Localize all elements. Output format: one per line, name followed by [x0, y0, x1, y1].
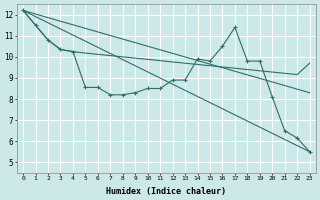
X-axis label: Humidex (Indice chaleur): Humidex (Indice chaleur) [106, 187, 226, 196]
